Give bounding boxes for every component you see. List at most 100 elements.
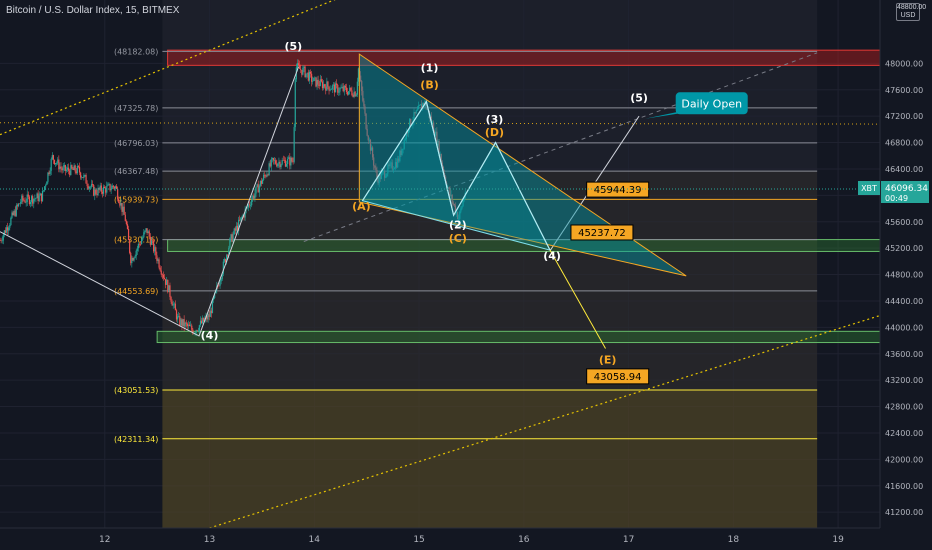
candle-body xyxy=(314,77,316,79)
daily-open-line xyxy=(0,122,881,125)
candle-body xyxy=(399,150,401,162)
candle-body xyxy=(423,103,425,105)
projected-wave-e-line xyxy=(549,249,606,349)
candle-body xyxy=(389,163,391,167)
candle-body xyxy=(86,183,88,187)
y-tick-label: 41600.00 xyxy=(885,482,923,491)
wave-label: (4) xyxy=(201,329,219,342)
candle-body xyxy=(372,147,374,158)
candle-body xyxy=(253,195,255,199)
candle-body xyxy=(322,84,325,89)
candle-body xyxy=(159,267,161,271)
candle-body xyxy=(277,163,279,167)
candle-body xyxy=(214,292,216,299)
candle-body xyxy=(134,256,136,258)
candle-body xyxy=(4,230,7,233)
fib-level-label: (48182.08) xyxy=(114,47,158,56)
candle-body xyxy=(460,208,462,212)
candle-body xyxy=(109,183,111,191)
candle-body xyxy=(148,231,150,237)
candle-body xyxy=(300,68,302,70)
y-tick-label: 45600.00 xyxy=(885,218,923,227)
candle-body xyxy=(299,65,301,69)
candle-body xyxy=(302,67,304,75)
candle-body xyxy=(102,186,105,194)
candle-body xyxy=(341,86,343,88)
daily-open-bubble xyxy=(675,92,748,115)
candle-body xyxy=(281,160,283,165)
candle-body xyxy=(0,240,1,241)
candle-body xyxy=(1,240,3,242)
candle-body xyxy=(182,319,184,326)
candle-body xyxy=(236,225,239,231)
candle-body xyxy=(252,195,254,200)
candle-body xyxy=(391,162,393,170)
candle-body xyxy=(84,174,86,176)
x-tick-label: 14 xyxy=(309,535,321,545)
candle-body xyxy=(232,234,234,242)
candle-body xyxy=(406,131,409,134)
candle-body xyxy=(196,330,198,331)
candle-body xyxy=(327,81,329,87)
candle-body xyxy=(129,240,131,253)
candle-body xyxy=(376,169,378,179)
y-tick-label: 48000.00 xyxy=(885,59,923,68)
candle-body xyxy=(16,205,19,207)
candle-body xyxy=(275,160,277,164)
currency-badge[interactable]: 48800.00 USD xyxy=(896,3,926,21)
price-callout-text: 43058.94 xyxy=(594,372,642,383)
candle-body xyxy=(211,299,214,314)
candle-body xyxy=(157,259,159,261)
candle-body xyxy=(198,325,200,331)
candle-body xyxy=(350,87,352,91)
candle-body xyxy=(354,91,356,97)
wave-label: (E) xyxy=(599,354,617,367)
candle-body xyxy=(301,69,303,75)
candle-body xyxy=(255,186,257,194)
candle-body xyxy=(44,186,46,191)
candle-body xyxy=(119,202,121,206)
candle-body xyxy=(248,204,251,206)
candle-body xyxy=(167,280,169,293)
candle-body xyxy=(257,184,259,193)
candle-body xyxy=(421,104,423,109)
candle-body xyxy=(124,214,126,222)
candle-body xyxy=(83,175,85,178)
candle-body xyxy=(126,224,129,230)
candle-body xyxy=(374,165,376,168)
price-axis-bg xyxy=(880,0,932,550)
candle-body xyxy=(379,173,381,179)
candle-body xyxy=(454,205,457,214)
candle-body xyxy=(223,259,226,262)
candle-body xyxy=(244,209,246,218)
candle-body xyxy=(377,178,379,184)
candle-body xyxy=(311,73,313,82)
candle-body xyxy=(125,221,127,225)
candle-body xyxy=(181,319,183,326)
candle-body xyxy=(463,197,465,201)
y-tick-label: 46400.00 xyxy=(885,165,923,174)
candle-body xyxy=(20,202,22,204)
upper-trendline-dotted xyxy=(0,0,336,136)
candle-body xyxy=(162,274,165,278)
candle-body xyxy=(68,167,70,171)
currency-badge-unit: USD xyxy=(900,12,916,19)
candle-body xyxy=(319,79,321,86)
y-tick-label: 44000.00 xyxy=(885,323,923,332)
candle-body xyxy=(303,66,305,68)
candle-body xyxy=(304,66,306,78)
candle-body xyxy=(308,71,311,81)
candle-body xyxy=(422,103,424,109)
candle-body xyxy=(173,303,175,305)
candle-body xyxy=(337,84,339,93)
candle-body xyxy=(440,153,442,163)
fib-level-label: (42311.34) xyxy=(114,435,158,444)
candle-body xyxy=(305,73,307,78)
candle-body xyxy=(150,240,153,245)
candle-body xyxy=(111,185,113,189)
candle-body xyxy=(39,193,41,196)
candle-body xyxy=(99,185,101,190)
candle-body xyxy=(452,202,454,204)
candle-body xyxy=(294,79,296,128)
